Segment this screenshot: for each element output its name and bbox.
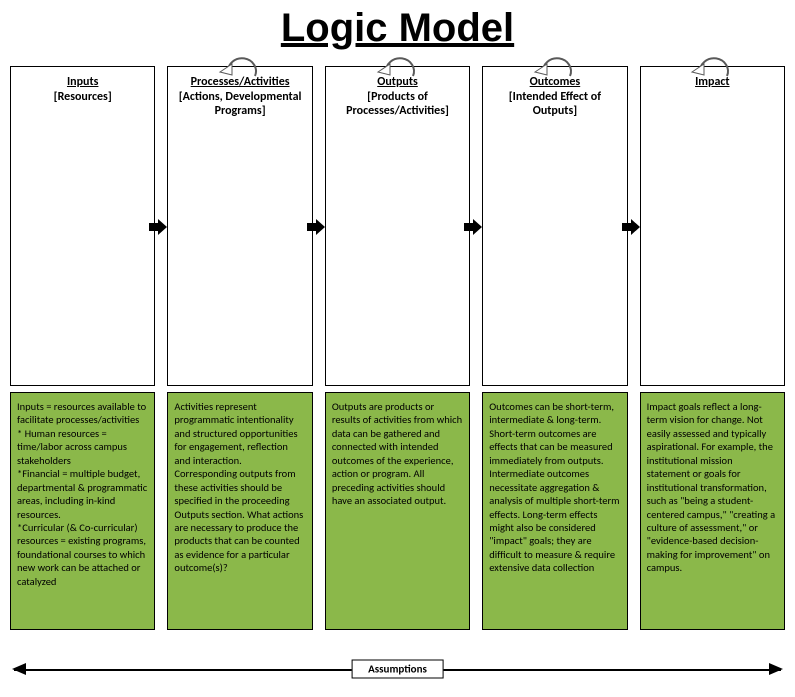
description-box-processes: Activities represent programmatic intent… <box>167 392 312 630</box>
column-processes: Processes/Activities[Actions, Developmen… <box>167 66 312 630</box>
forward-arrow <box>464 218 482 236</box>
assumptions-label: Assumptions <box>351 660 444 679</box>
column-subheading: [Products of Processes/Activities] <box>332 90 463 118</box>
column-heading: Inputs <box>17 75 148 89</box>
forward-arrow-icon <box>149 218 167 236</box>
loopback-arrow-icon <box>530 52 580 82</box>
page-title: Logic Model <box>281 6 514 51</box>
description-box-inputs: Inputs = resources available to facilita… <box>10 392 155 630</box>
description-box-outcomes: Outcomes can be short-term, intermediate… <box>482 392 627 630</box>
column-subheading: [Resources] <box>17 90 148 104</box>
column-inputs: Inputs[Resources]Inputs = resources avai… <box>10 66 155 630</box>
loopback-arrow <box>687 52 737 87</box>
forward-arrow-icon <box>622 218 640 236</box>
forward-arrow-icon <box>464 218 482 236</box>
column-outcomes: Outcomes[Intended Effect of Outputs]Outc… <box>482 66 627 630</box>
description-box-outputs: Outputs are products or results of activ… <box>325 392 470 630</box>
assumptions-bar: Assumptions <box>14 657 781 681</box>
assumptions-arrow-left-icon <box>12 663 26 675</box>
loopback-arrow-icon <box>373 52 423 82</box>
forward-arrow <box>149 218 167 236</box>
assumptions-arrow-right-icon <box>769 663 783 675</box>
header-box-outcomes: Outcomes[Intended Effect of Outputs] <box>482 66 627 386</box>
column-outputs: Outputs[Products of Processes/Activities… <box>325 66 470 630</box>
header-box-processes: Processes/Activities[Actions, Developmen… <box>167 66 312 386</box>
header-box-outputs: Outputs[Products of Processes/Activities… <box>325 66 470 386</box>
columns-row: Inputs[Resources]Inputs = resources avai… <box>10 66 785 630</box>
forward-arrow <box>307 218 325 236</box>
description-box-impact: Impact goals reflect a long-term vision … <box>640 392 785 630</box>
forward-arrow-icon <box>307 218 325 236</box>
loopback-arrow <box>215 52 265 87</box>
loopback-arrow <box>530 52 580 87</box>
header-box-inputs: Inputs[Resources] <box>10 66 155 386</box>
column-subheading: [Actions, Developmental Programs] <box>174 90 305 118</box>
forward-arrow <box>622 218 640 236</box>
loopback-arrow-icon <box>687 52 737 82</box>
header-box-impact: Impact <box>640 66 785 386</box>
column-impact: ImpactImpact goals reflect a long-term v… <box>640 66 785 630</box>
loopback-arrow <box>373 52 423 87</box>
loopback-arrow-icon <box>215 52 265 82</box>
column-subheading: [Intended Effect of Outputs] <box>489 90 620 118</box>
